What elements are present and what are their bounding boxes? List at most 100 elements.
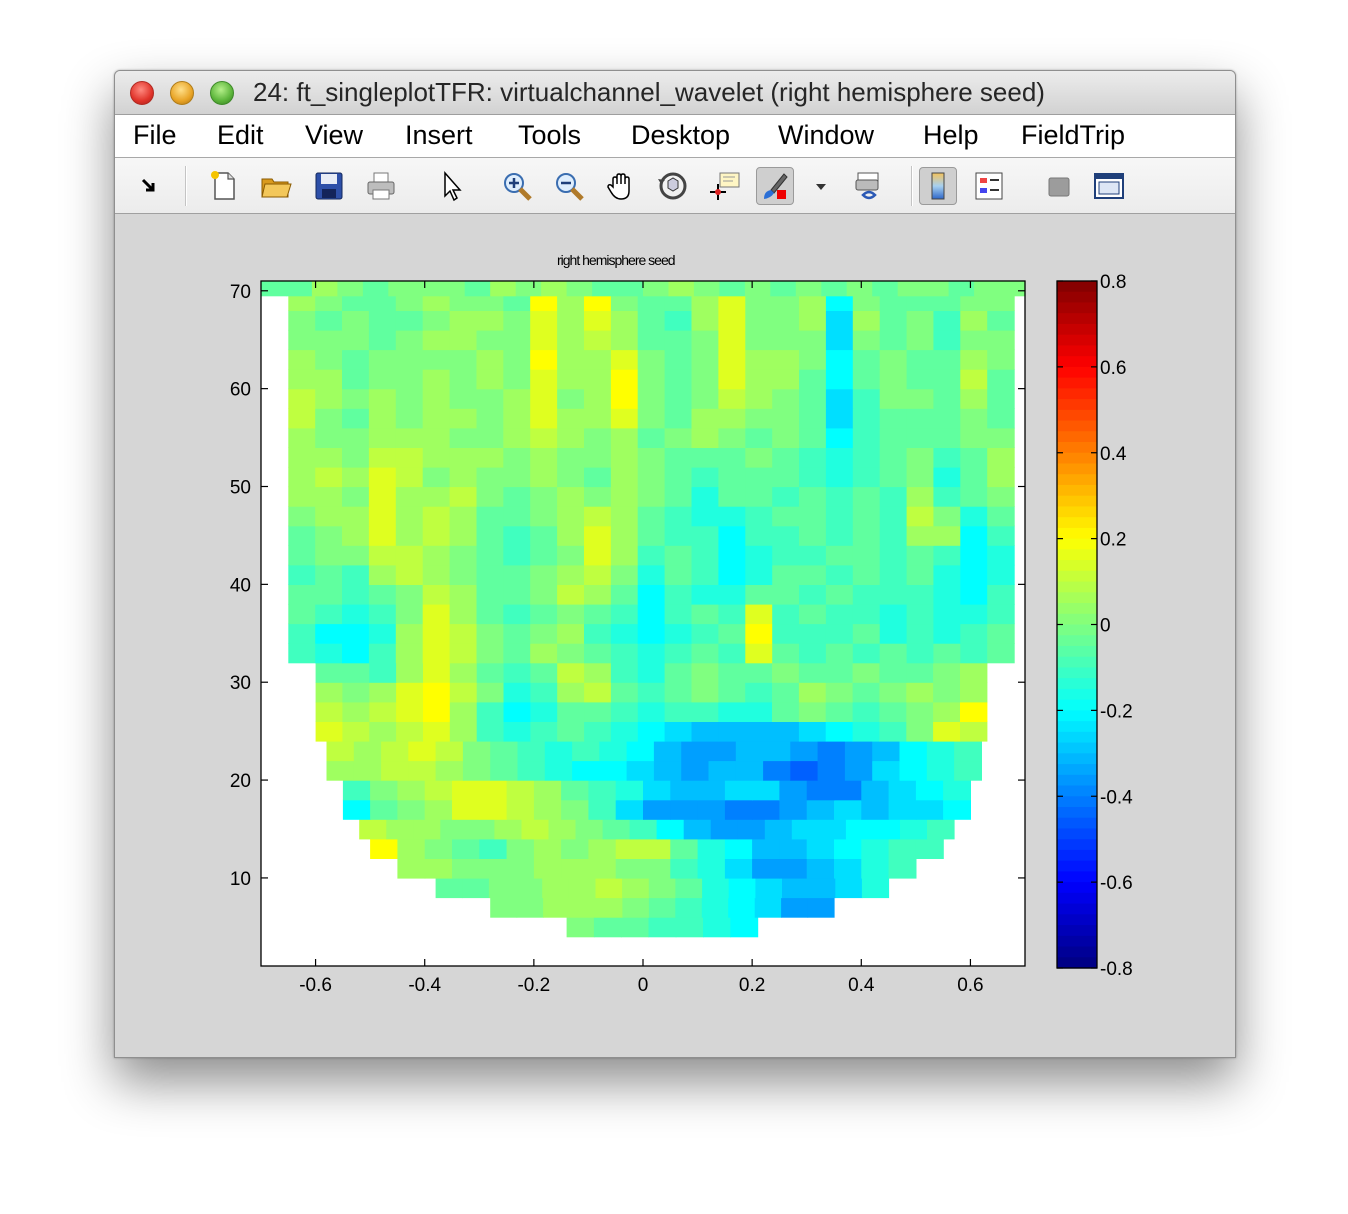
heatmap-cell bbox=[557, 721, 585, 742]
heatmap-cell bbox=[575, 819, 604, 840]
heatmap-cell bbox=[960, 564, 988, 585]
heatmap-cell bbox=[449, 525, 478, 546]
heatmap-cell bbox=[503, 564, 531, 585]
heatmap-cell bbox=[530, 603, 558, 625]
heatmap-cell bbox=[452, 838, 480, 859]
colorbar-tick-label: 0.6 bbox=[1100, 358, 1126, 379]
new-figure-icon[interactable] bbox=[208, 170, 240, 202]
heatmap-cell bbox=[754, 897, 782, 918]
heatmap-cell bbox=[584, 525, 612, 546]
heatmap-cell bbox=[362, 281, 389, 297]
zoom-window-button[interactable] bbox=[210, 81, 234, 105]
menu-desktop[interactable]: Desktop bbox=[631, 120, 731, 150]
heatmap-cell bbox=[449, 310, 478, 331]
heatmap-cell bbox=[906, 447, 935, 468]
heatmap-cell bbox=[452, 799, 480, 820]
heatmap-cell bbox=[288, 427, 316, 448]
brush-icon[interactable] bbox=[756, 167, 794, 205]
heatmap-cell bbox=[530, 682, 558, 703]
data-cursor-icon[interactable] bbox=[709, 170, 741, 202]
menu-view[interactable]: View bbox=[305, 120, 364, 150]
heatmap-cell bbox=[664, 388, 693, 409]
menu-file[interactable]: File bbox=[133, 120, 177, 150]
heatmap-cell bbox=[610, 623, 639, 644]
arrow-dock-icon[interactable] bbox=[133, 170, 165, 202]
heatmap-cell bbox=[691, 643, 719, 664]
menu-tools[interactable]: Tools bbox=[518, 120, 582, 150]
heatmap-cell bbox=[791, 819, 820, 840]
menu-help[interactable]: Help bbox=[923, 120, 979, 150]
heatmap-cell bbox=[933, 603, 961, 625]
heatmap-cell bbox=[395, 603, 424, 625]
rotate-3d-icon[interactable] bbox=[657, 170, 689, 202]
heatmap-cell bbox=[622, 877, 650, 899]
colorbar-tick-label: 0.8 bbox=[1100, 272, 1126, 293]
menu-edit[interactable]: Edit bbox=[217, 120, 264, 150]
heatmap-cell bbox=[557, 408, 585, 429]
close-window-button[interactable] bbox=[130, 81, 154, 105]
heatmap-cell bbox=[664, 447, 693, 468]
heatmap-cell bbox=[286, 281, 313, 297]
link-plot-icon[interactable] bbox=[853, 170, 885, 202]
heatmap-cell bbox=[825, 369, 854, 390]
heatmap-cell bbox=[452, 780, 480, 801]
colorbar-tick-label: 0 bbox=[1100, 616, 1111, 637]
heatmap-cell bbox=[395, 349, 424, 370]
zoom-in-icon[interactable] bbox=[501, 170, 533, 202]
heatmap-cell bbox=[422, 447, 451, 468]
save-figure-icon[interactable] bbox=[313, 170, 345, 202]
heatmap-cell bbox=[643, 281, 670, 297]
heatmap-cell bbox=[772, 369, 800, 390]
heatmap-cell bbox=[670, 780, 699, 801]
heatmap-cell bbox=[368, 369, 397, 390]
heatmap-cell bbox=[653, 740, 682, 762]
heatmap-cell bbox=[637, 662, 666, 683]
heatmap-cell bbox=[288, 623, 316, 644]
hide-plot-tools-icon[interactable] bbox=[1043, 170, 1075, 202]
heatmap-cell bbox=[648, 877, 676, 899]
heatmap-cell bbox=[772, 506, 800, 527]
insert-colorbar-icon[interactable] bbox=[919, 167, 957, 205]
heatmap-cell bbox=[943, 799, 971, 820]
heatmap-cell bbox=[503, 427, 531, 448]
heatmap-cell bbox=[530, 427, 558, 448]
colorbar-segment bbox=[1057, 624, 1097, 636]
colorbar-segment bbox=[1057, 474, 1097, 486]
menu-fieldtrip[interactable]: FieldTrip bbox=[1021, 120, 1126, 150]
show-plot-tools-icon[interactable] bbox=[1093, 170, 1125, 202]
heatmap-cell bbox=[566, 917, 595, 938]
heatmap-cell bbox=[395, 564, 424, 585]
plot-canvas[interactable]: -0.6 -0.4 -0.2 0 0.2 0.4 0.6 10 20 30 40 50 60 70 0.8 0… bbox=[115, 214, 1235, 1057]
brush-dropdown-icon[interactable] bbox=[805, 170, 826, 202]
heatmap-cell bbox=[561, 799, 589, 820]
pan-icon[interactable] bbox=[605, 170, 637, 202]
colorbar-segment bbox=[1057, 903, 1097, 915]
heatmap-cell bbox=[799, 564, 827, 585]
heatmap-cell bbox=[288, 349, 316, 370]
zoom-out-icon[interactable] bbox=[553, 170, 585, 202]
heatmap-cell bbox=[503, 388, 531, 409]
heatmap-cell bbox=[408, 740, 437, 762]
heatmap-cell bbox=[806, 799, 835, 820]
heatmap-cell bbox=[664, 329, 693, 351]
open-file-icon[interactable] bbox=[260, 170, 292, 202]
title-bar[interactable]: 24: ft_singleplotTFR: virtualchannel_wav… bbox=[115, 71, 1235, 115]
heatmap-cell bbox=[799, 349, 827, 370]
menu-window[interactable]: Window bbox=[778, 120, 875, 150]
print-figure-icon[interactable] bbox=[365, 170, 397, 202]
heatmap-cell bbox=[610, 427, 639, 448]
heatmap-cell bbox=[610, 310, 639, 331]
heatmap-cell bbox=[422, 388, 451, 409]
heatmap-cell bbox=[691, 388, 719, 409]
edit-plot-icon[interactable] bbox=[437, 170, 469, 202]
heatmap-cell bbox=[568, 877, 596, 899]
heatmap-cell bbox=[397, 858, 426, 879]
colorbar-segment bbox=[1057, 892, 1097, 905]
heatmap-cell bbox=[755, 877, 783, 899]
minimize-window-button[interactable] bbox=[170, 81, 194, 105]
insert-legend-icon[interactable] bbox=[973, 170, 1005, 202]
heatmap-cell bbox=[728, 877, 756, 899]
heatmap-cell bbox=[637, 466, 666, 488]
heatmap-cell bbox=[872, 760, 901, 781]
menu-insert[interactable]: Insert bbox=[405, 120, 473, 150]
